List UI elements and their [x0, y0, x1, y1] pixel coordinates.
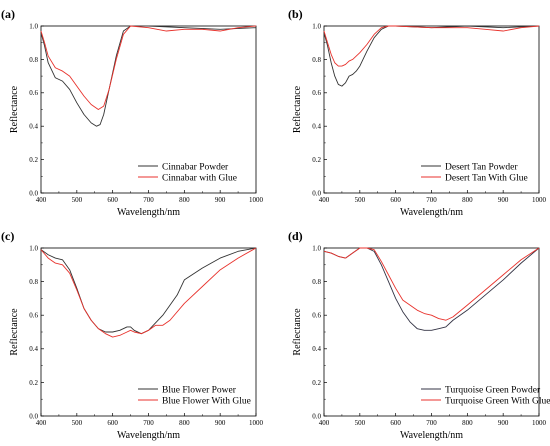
legend-label: Turquoise Green With Glue: [445, 396, 550, 406]
panel-label: (a): [1, 7, 15, 21]
y-tick-label: 0.2: [29, 379, 38, 387]
panel-label: (b): [288, 7, 303, 21]
chart-panel-2: (b) 400 500 600 700 800 900 1000 0.0 0.2 0.4 0.6 0.8…: [288, 7, 547, 218]
y-tick-label: 0.4: [29, 123, 38, 131]
y-tick-label: 1.0: [29, 22, 38, 30]
y-tick-label: 1.0: [312, 22, 321, 30]
x-tick-label: 400: [319, 419, 330, 427]
legend-label: Blue Flower Power: [162, 385, 237, 395]
y-tick-label: 0.4: [312, 345, 321, 353]
legend-label: Desert Tan Powder: [445, 162, 518, 172]
series-line-1: [40, 25, 257, 127]
y-tick-label: 0.0: [29, 412, 38, 420]
y-tick-label: 0.0: [29, 189, 38, 197]
y-tick-label: 1.0: [312, 244, 321, 252]
series-line-1: [323, 247, 540, 331]
x-tick-label: 900: [215, 419, 226, 427]
x-tick-label: 700: [143, 419, 154, 427]
y-tick-label: 0.2: [312, 379, 321, 387]
chart-panel-3: (c) 400 500 600 700 800 900 1000 0.0 0.2 0.4 0.6 0.8…: [1, 229, 264, 441]
chart-panel-4: (d) 400 500 600 700 800 900 1000 0.0 0.2 0.4 0.6 0.8…: [288, 229, 550, 441]
x-tick-label: 600: [390, 196, 401, 204]
y-axis-title: Reflectance: [9, 85, 20, 133]
x-tick-label: 1000: [249, 196, 264, 204]
y-tick-label: 0.2: [29, 156, 38, 164]
x-tick-label: 500: [355, 196, 366, 204]
series-line-2: [40, 25, 257, 110]
y-tick-label: 0.0: [312, 189, 321, 197]
y-axis-title: Reflectance: [292, 85, 303, 133]
series-line-1: [40, 247, 257, 335]
y-tick-label: 0.0: [312, 412, 321, 420]
series-line-2: [40, 247, 257, 338]
y-tick-label: 0.8: [312, 278, 321, 286]
y-tick-label: 1.0: [29, 244, 38, 252]
x-axis-title: Wavelength/nm: [400, 207, 463, 218]
x-tick-label: 1000: [249, 419, 264, 427]
y-tick-label: 0.6: [29, 89, 38, 97]
y-tick-label: 0.6: [29, 312, 38, 320]
series-line-2: [323, 25, 540, 67]
x-tick-label: 400: [36, 196, 47, 204]
x-axis-title: Wavelength/nm: [117, 207, 180, 218]
x-tick-label: 600: [107, 419, 118, 427]
legend-label: Cinnabar with Glue: [162, 173, 237, 183]
x-tick-label: 400: [319, 196, 330, 204]
x-tick-label: 600: [107, 196, 118, 204]
y-tick-label: 0.6: [312, 89, 321, 97]
panel-label: (c): [1, 229, 14, 243]
y-tick-label: 0.4: [312, 123, 321, 131]
series-line-2: [323, 247, 540, 321]
x-tick-label: 800: [462, 419, 473, 427]
y-axis-title: Reflectance: [292, 308, 303, 356]
legend-label: Blue Flower With Glue: [162, 396, 251, 406]
legend-label: Desert Tan With Glue: [445, 173, 528, 183]
x-tick-label: 500: [355, 419, 366, 427]
x-tick-label: 1000: [532, 419, 547, 427]
x-tick-label: 700: [426, 196, 437, 204]
x-tick-label: 800: [462, 196, 473, 204]
y-tick-label: 0.8: [29, 278, 38, 286]
x-tick-label: 800: [179, 419, 190, 427]
y-tick-label: 0.4: [29, 345, 38, 353]
legend-label: Turquoise Green Powder: [445, 385, 541, 395]
legend-label: Cinnabar Powder: [162, 162, 229, 172]
x-axis-title: Wavelength/nm: [400, 430, 463, 441]
chart-panel-1: (a) 400 500 600 700 800 900 1000 0.0 0.2 0.4 0.6 0.8…: [1, 7, 264, 218]
x-tick-label: 500: [72, 419, 83, 427]
x-tick-label: 800: [179, 196, 190, 204]
x-tick-label: 700: [143, 196, 154, 204]
x-tick-label: 900: [498, 196, 509, 204]
x-tick-label: 400: [36, 419, 47, 427]
y-axis-title: Reflectance: [9, 308, 20, 356]
y-tick-label: 0.8: [29, 56, 38, 64]
x-tick-label: 900: [498, 419, 509, 427]
x-tick-label: 1000: [532, 196, 547, 204]
x-axis-title: Wavelength/nm: [117, 430, 180, 441]
x-tick-label: 700: [426, 419, 437, 427]
y-tick-label: 0.2: [312, 156, 321, 164]
x-tick-label: 600: [390, 419, 401, 427]
y-tick-label: 0.6: [312, 312, 321, 320]
x-tick-label: 900: [215, 196, 226, 204]
y-tick-label: 0.8: [312, 56, 321, 64]
x-tick-label: 500: [72, 196, 83, 204]
panel-label: (d): [288, 229, 303, 243]
